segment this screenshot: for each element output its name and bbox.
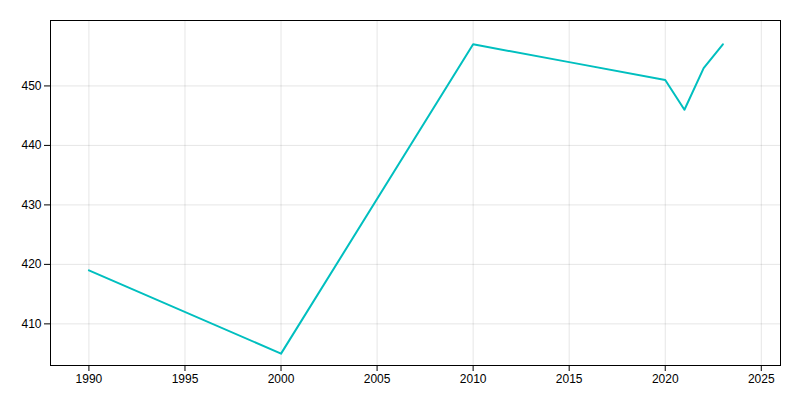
svg-text:2010: 2010 xyxy=(460,372,487,386)
svg-text:2005: 2005 xyxy=(364,372,391,386)
svg-text:2025: 2025 xyxy=(748,372,775,386)
svg-text:430: 430 xyxy=(21,198,41,212)
svg-text:2000: 2000 xyxy=(268,372,295,386)
svg-text:420: 420 xyxy=(21,257,41,271)
svg-text:1990: 1990 xyxy=(76,372,103,386)
svg-text:2020: 2020 xyxy=(652,372,679,386)
svg-text:450: 450 xyxy=(21,79,41,93)
svg-text:410: 410 xyxy=(21,317,41,331)
svg-text:1995: 1995 xyxy=(172,372,199,386)
svg-text:440: 440 xyxy=(21,138,41,152)
svg-text:2015: 2015 xyxy=(556,372,583,386)
